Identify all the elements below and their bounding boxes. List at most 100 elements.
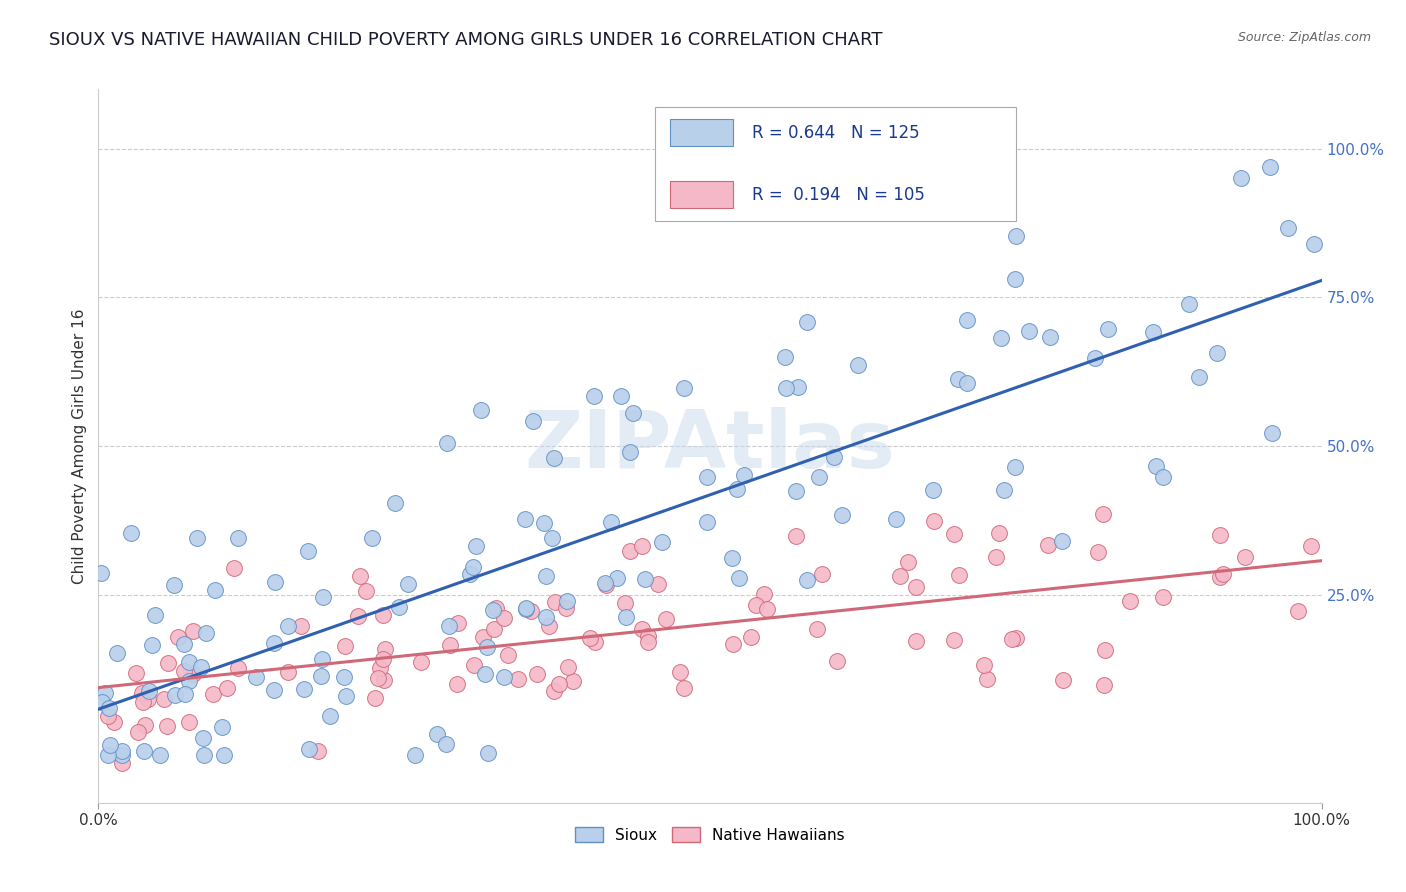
Point xyxy=(177,714,200,729)
Point xyxy=(263,574,285,589)
Point xyxy=(1286,604,1309,618)
Point xyxy=(1039,329,1062,343)
Point xyxy=(904,634,927,648)
Point xyxy=(1209,570,1232,584)
Point xyxy=(89,566,111,581)
Point xyxy=(1144,459,1167,474)
Point xyxy=(557,660,579,674)
Point xyxy=(120,525,142,540)
Point xyxy=(831,508,853,522)
Point xyxy=(555,594,578,608)
Point xyxy=(446,677,468,691)
Point xyxy=(496,648,519,663)
Point xyxy=(807,469,830,483)
Point xyxy=(543,683,565,698)
Point xyxy=(673,381,696,395)
Point xyxy=(212,748,235,763)
Point xyxy=(1142,326,1164,340)
Point xyxy=(948,567,970,582)
Point xyxy=(292,681,315,696)
Point xyxy=(179,673,201,688)
Point xyxy=(134,744,156,758)
Point xyxy=(368,661,391,675)
Point xyxy=(547,677,569,691)
Point xyxy=(669,665,692,679)
Point xyxy=(543,451,565,466)
Point xyxy=(1188,370,1211,384)
Point xyxy=(263,683,285,698)
Point xyxy=(1119,594,1142,608)
Point xyxy=(136,692,159,706)
Point xyxy=(195,626,218,640)
Point xyxy=(434,737,457,751)
Point xyxy=(481,603,503,617)
Point xyxy=(811,566,834,581)
Point xyxy=(727,571,749,585)
Point xyxy=(973,657,995,672)
Point xyxy=(1001,632,1024,646)
Point xyxy=(1084,351,1107,365)
Point xyxy=(1097,322,1119,336)
Point xyxy=(956,376,979,390)
Point xyxy=(1302,237,1324,252)
Point xyxy=(1260,425,1282,440)
Point xyxy=(976,672,998,686)
Point xyxy=(993,483,1015,497)
Point xyxy=(472,630,495,644)
Point xyxy=(297,543,319,558)
Point xyxy=(346,609,368,624)
Point xyxy=(411,655,433,669)
Point xyxy=(217,681,239,695)
Point xyxy=(384,496,406,510)
Point xyxy=(1005,632,1028,646)
Point xyxy=(111,744,134,758)
Point xyxy=(474,667,496,681)
Point xyxy=(93,686,115,700)
Point xyxy=(554,601,576,615)
Point xyxy=(582,389,605,403)
Point xyxy=(131,686,153,700)
Point xyxy=(696,469,718,483)
Text: R =  0.194   N = 105: R = 0.194 N = 105 xyxy=(752,186,925,203)
Point xyxy=(614,596,637,610)
Point xyxy=(458,566,481,581)
Point xyxy=(775,381,797,395)
Point xyxy=(619,445,641,459)
Point xyxy=(162,578,184,592)
Point xyxy=(387,600,409,615)
Point xyxy=(943,632,966,647)
FancyBboxPatch shape xyxy=(655,107,1015,221)
Point xyxy=(470,402,492,417)
Point xyxy=(153,691,176,706)
Point xyxy=(277,665,299,679)
Point xyxy=(105,646,128,660)
Point xyxy=(1004,460,1026,475)
Point xyxy=(436,435,458,450)
Point xyxy=(396,576,419,591)
Point xyxy=(1234,550,1257,565)
Point xyxy=(134,718,156,732)
Text: R = 0.644   N = 125: R = 0.644 N = 125 xyxy=(752,124,920,142)
Point xyxy=(439,639,461,653)
Point xyxy=(786,379,808,393)
Point xyxy=(360,531,382,545)
Point xyxy=(277,619,299,633)
Point xyxy=(533,516,555,531)
Point xyxy=(494,670,516,684)
Point xyxy=(922,514,945,528)
Point xyxy=(1229,170,1251,185)
Point xyxy=(335,689,357,703)
Point xyxy=(319,708,342,723)
Point xyxy=(141,638,163,652)
Text: ZIPAtlas: ZIPAtlas xyxy=(524,407,896,485)
Point xyxy=(825,654,848,668)
Point xyxy=(371,608,394,623)
Point xyxy=(773,350,796,364)
Point xyxy=(796,573,818,587)
Point xyxy=(156,657,179,671)
Point xyxy=(193,731,215,745)
Point xyxy=(796,315,818,329)
Point xyxy=(1005,228,1028,243)
Point xyxy=(475,640,498,654)
Point xyxy=(148,748,170,763)
